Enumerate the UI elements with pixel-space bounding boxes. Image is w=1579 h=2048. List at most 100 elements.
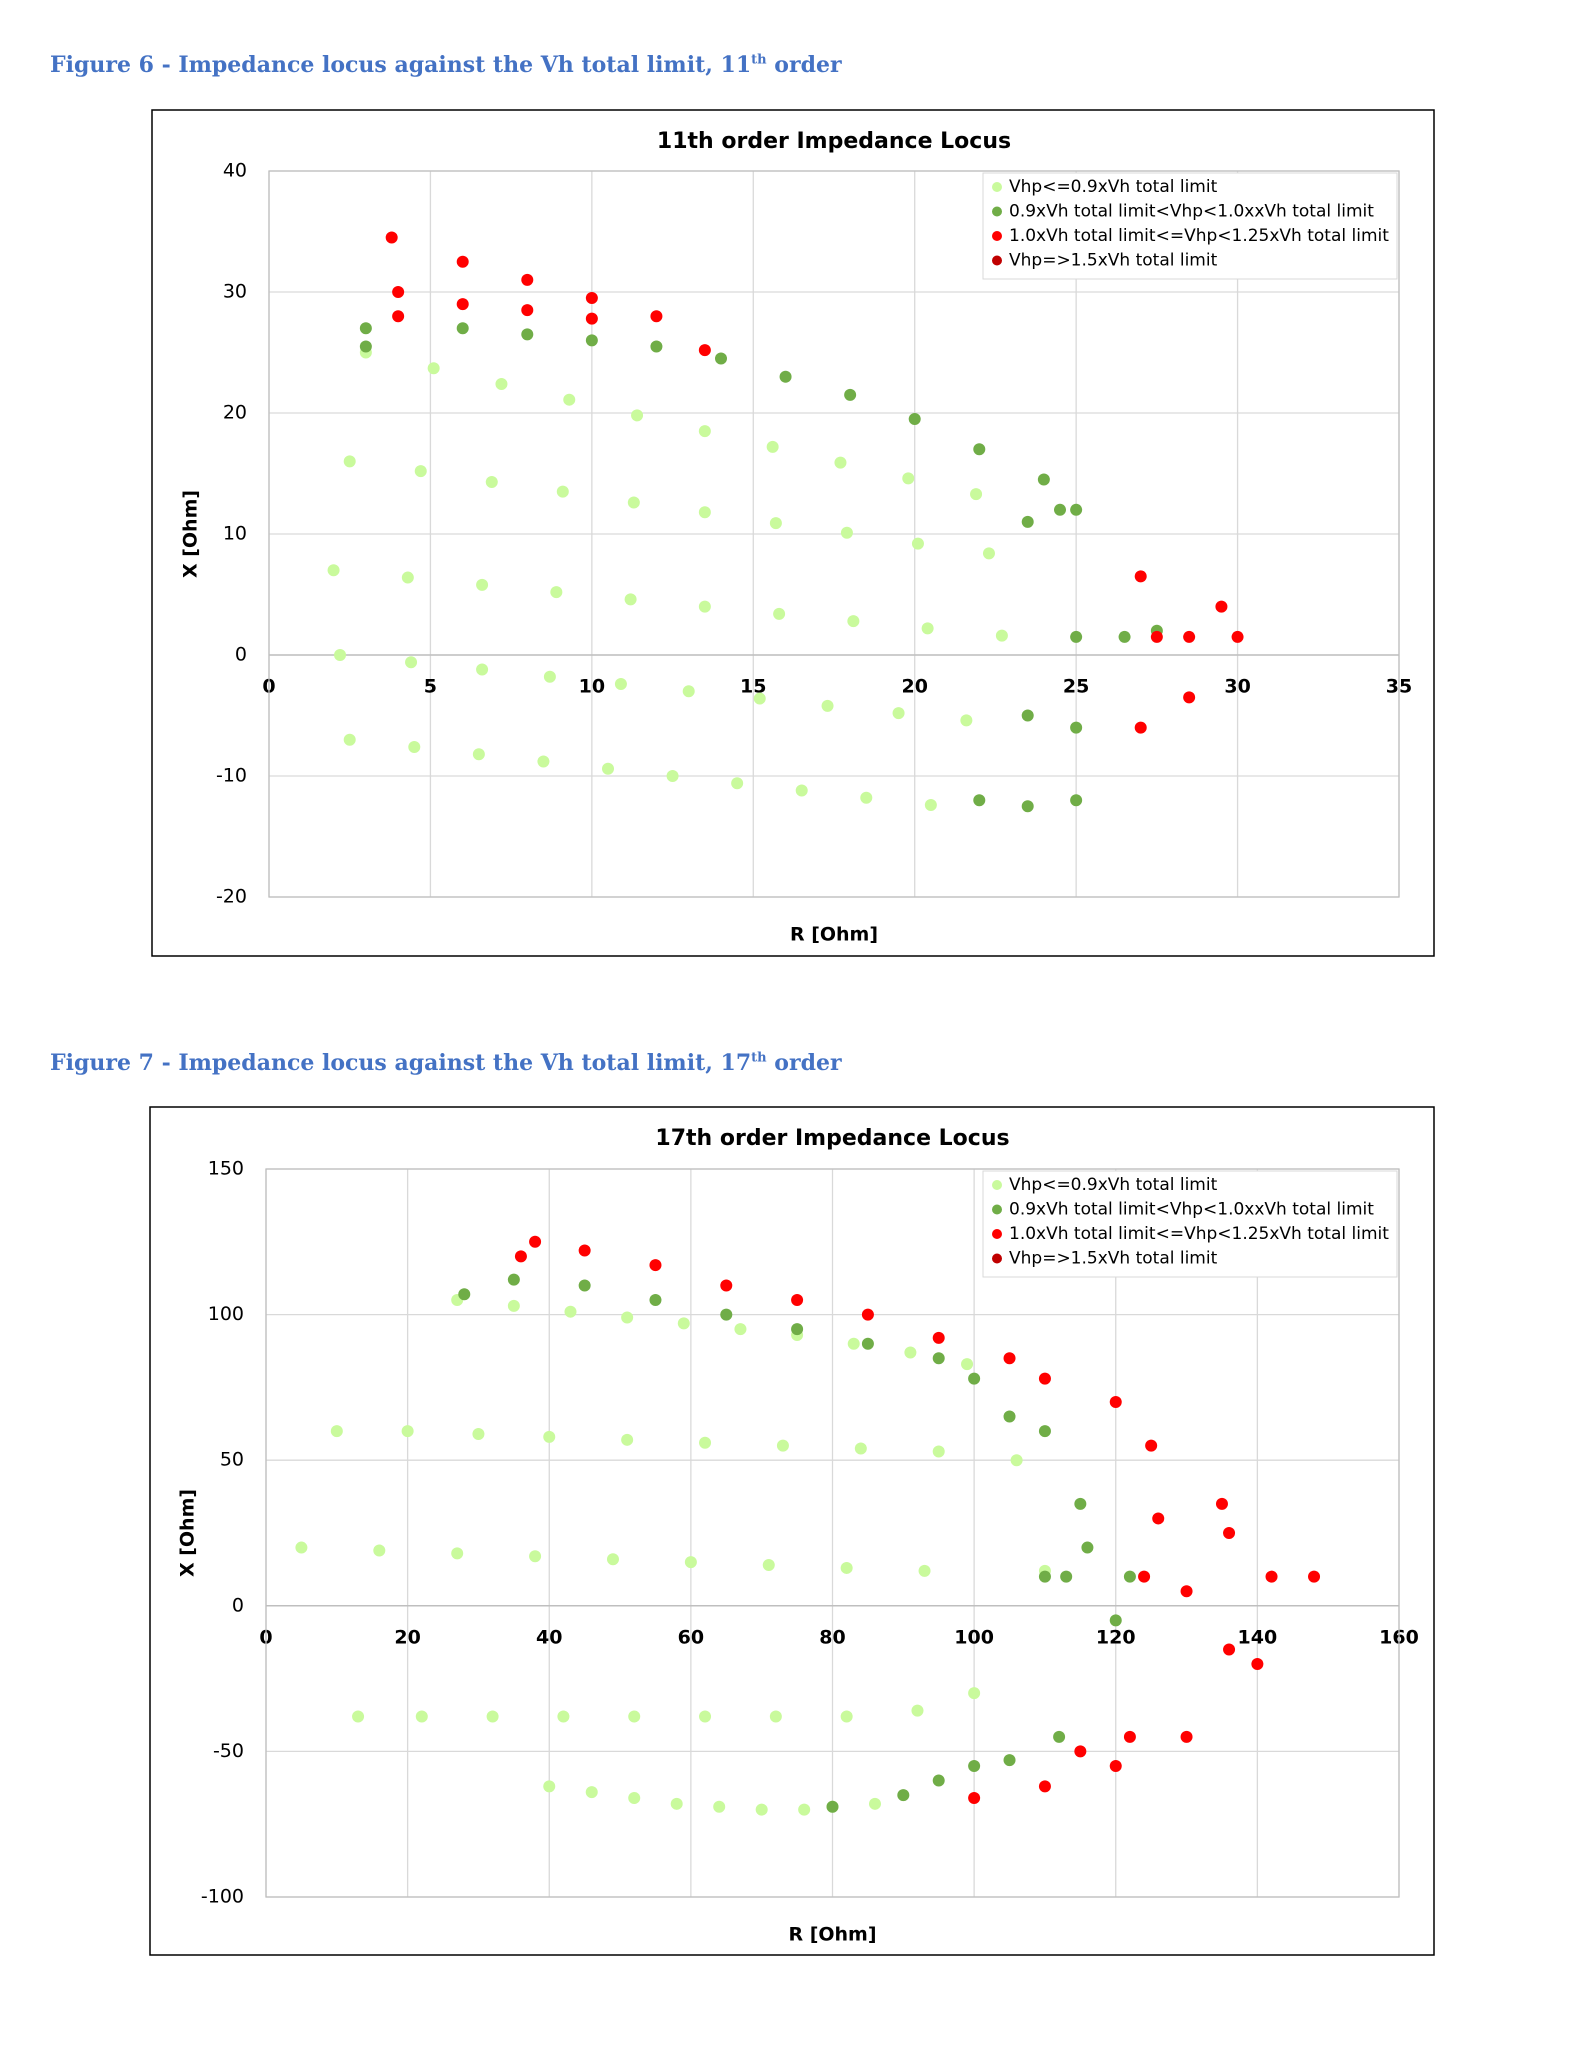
data-point <box>485 475 498 488</box>
data-point <box>537 755 550 768</box>
data-point <box>385 231 398 244</box>
data-point <box>1134 570 1147 583</box>
data-point <box>1150 630 1163 643</box>
data-point <box>755 1803 768 1816</box>
data-point <box>776 1439 789 1452</box>
data-point <box>343 733 356 746</box>
caption-sup: th <box>751 1050 767 1066</box>
x-tick-label: 20 <box>394 1626 420 1648</box>
plot-border <box>268 170 1400 898</box>
data-point <box>401 571 414 584</box>
data-point <box>649 1259 662 1272</box>
data-point <box>1134 721 1147 734</box>
data-point <box>1118 630 1131 643</box>
x-tick-label: 10 <box>579 676 605 698</box>
data-point <box>1231 630 1244 643</box>
data-point <box>798 1803 811 1816</box>
data-point <box>627 496 640 509</box>
chart: 17th order Impedance Locus -100 -50 0 50 100 1… <box>149 1106 1435 1956</box>
data-point <box>352 1710 365 1723</box>
data-point <box>698 344 711 357</box>
data-point <box>486 1710 499 1723</box>
plot-border <box>265 1168 1400 1898</box>
data-point <box>892 707 905 720</box>
data-point <box>924 799 937 812</box>
caption-tail: order <box>766 52 842 78</box>
data-point <box>472 1427 485 1440</box>
data-point <box>1060 1570 1073 1583</box>
x-tick-label: 20 <box>901 676 927 698</box>
data-point <box>840 1561 853 1574</box>
data-point <box>563 393 576 406</box>
data-point <box>769 517 782 530</box>
data-point <box>720 1279 733 1292</box>
legend-label: Vhp<=0.9xVh total limit <box>1009 177 1218 197</box>
data-point <box>840 1710 853 1723</box>
data-point <box>720 1308 733 1321</box>
data-point <box>529 1550 542 1563</box>
data-point <box>1021 515 1034 528</box>
data-point <box>1037 473 1050 486</box>
chart-title: 11th order Impedance Locus <box>657 129 1011 154</box>
data-point <box>507 1273 520 1286</box>
data-point <box>521 304 534 317</box>
data-point <box>458 1288 471 1301</box>
legend-marker <box>992 231 1002 241</box>
data-point <box>932 1445 945 1458</box>
data-point <box>911 537 924 550</box>
data-point <box>684 1556 697 1569</box>
data-point <box>392 286 405 298</box>
data-point <box>585 292 598 305</box>
chart: 11th order Impedance Locus -20 -10 0 10 20 30 4… <box>151 109 1435 957</box>
data-point <box>359 322 372 335</box>
caption-text: Figure 7 - Impedance locus against the V… <box>50 1050 752 1076</box>
data-point <box>968 1759 981 1772</box>
data-point <box>921 622 934 635</box>
data-point <box>897 1789 910 1802</box>
data-point <box>556 485 569 498</box>
data-point <box>456 298 469 311</box>
x-tick-label: 120 <box>1096 1626 1136 1648</box>
data-point <box>982 547 995 560</box>
data-point <box>1251 1658 1264 1671</box>
legend-marker <box>992 1180 1002 1190</box>
data-point <box>1180 1585 1193 1598</box>
data-point <box>902 472 915 485</box>
figure-caption: Figure 7 - Impedance locus against the V… <box>50 1050 842 1076</box>
data-point <box>677 1317 690 1330</box>
data-point <box>456 322 469 335</box>
data-point <box>715 352 727 365</box>
data-point <box>295 1541 308 1554</box>
data-point <box>1053 1730 1066 1743</box>
data-point <box>1109 1759 1122 1772</box>
data-point <box>649 1294 662 1307</box>
legend-label: 1.0xVh total limit<=Vhp<1.25xVh total li… <box>1009 1224 1389 1244</box>
legend-label: 0.9xVh total limit<Vhp<1.0xxVh total lim… <box>1009 202 1374 222</box>
x-axis-label: R [Ohm] <box>790 924 878 946</box>
y-tick-label: 40 <box>223 160 247 182</box>
data-point <box>769 1710 782 1723</box>
caption-sup: th <box>751 52 767 68</box>
legend-label: 0.9xVh total limit<Vhp<1.0xxVh total lim… <box>1009 1200 1374 1220</box>
data-point <box>1152 1512 1165 1525</box>
data-point <box>773 607 786 620</box>
data-point <box>628 1710 641 1723</box>
data-point <box>961 1358 974 1371</box>
legend-marker <box>992 182 1002 192</box>
data-point <box>476 663 489 676</box>
data-point <box>698 600 711 613</box>
data-point <box>650 310 663 323</box>
data-point <box>960 714 973 727</box>
data-point <box>343 455 356 468</box>
data-point <box>932 1352 945 1365</box>
data-point <box>795 784 808 797</box>
x-tick-label: 5 <box>424 676 437 698</box>
x-tick-label: 15 <box>740 676 766 698</box>
caption-text: Figure 6 - Impedance locus against the V… <box>50 52 752 78</box>
data-point <box>472 748 485 761</box>
caption-tail: order <box>766 1050 842 1076</box>
data-point <box>631 409 644 422</box>
chart-title: 17th order Impedance Locus <box>655 1126 1009 1151</box>
y-tick-label: 20 <box>223 402 247 424</box>
legend-marker <box>992 1253 1002 1264</box>
